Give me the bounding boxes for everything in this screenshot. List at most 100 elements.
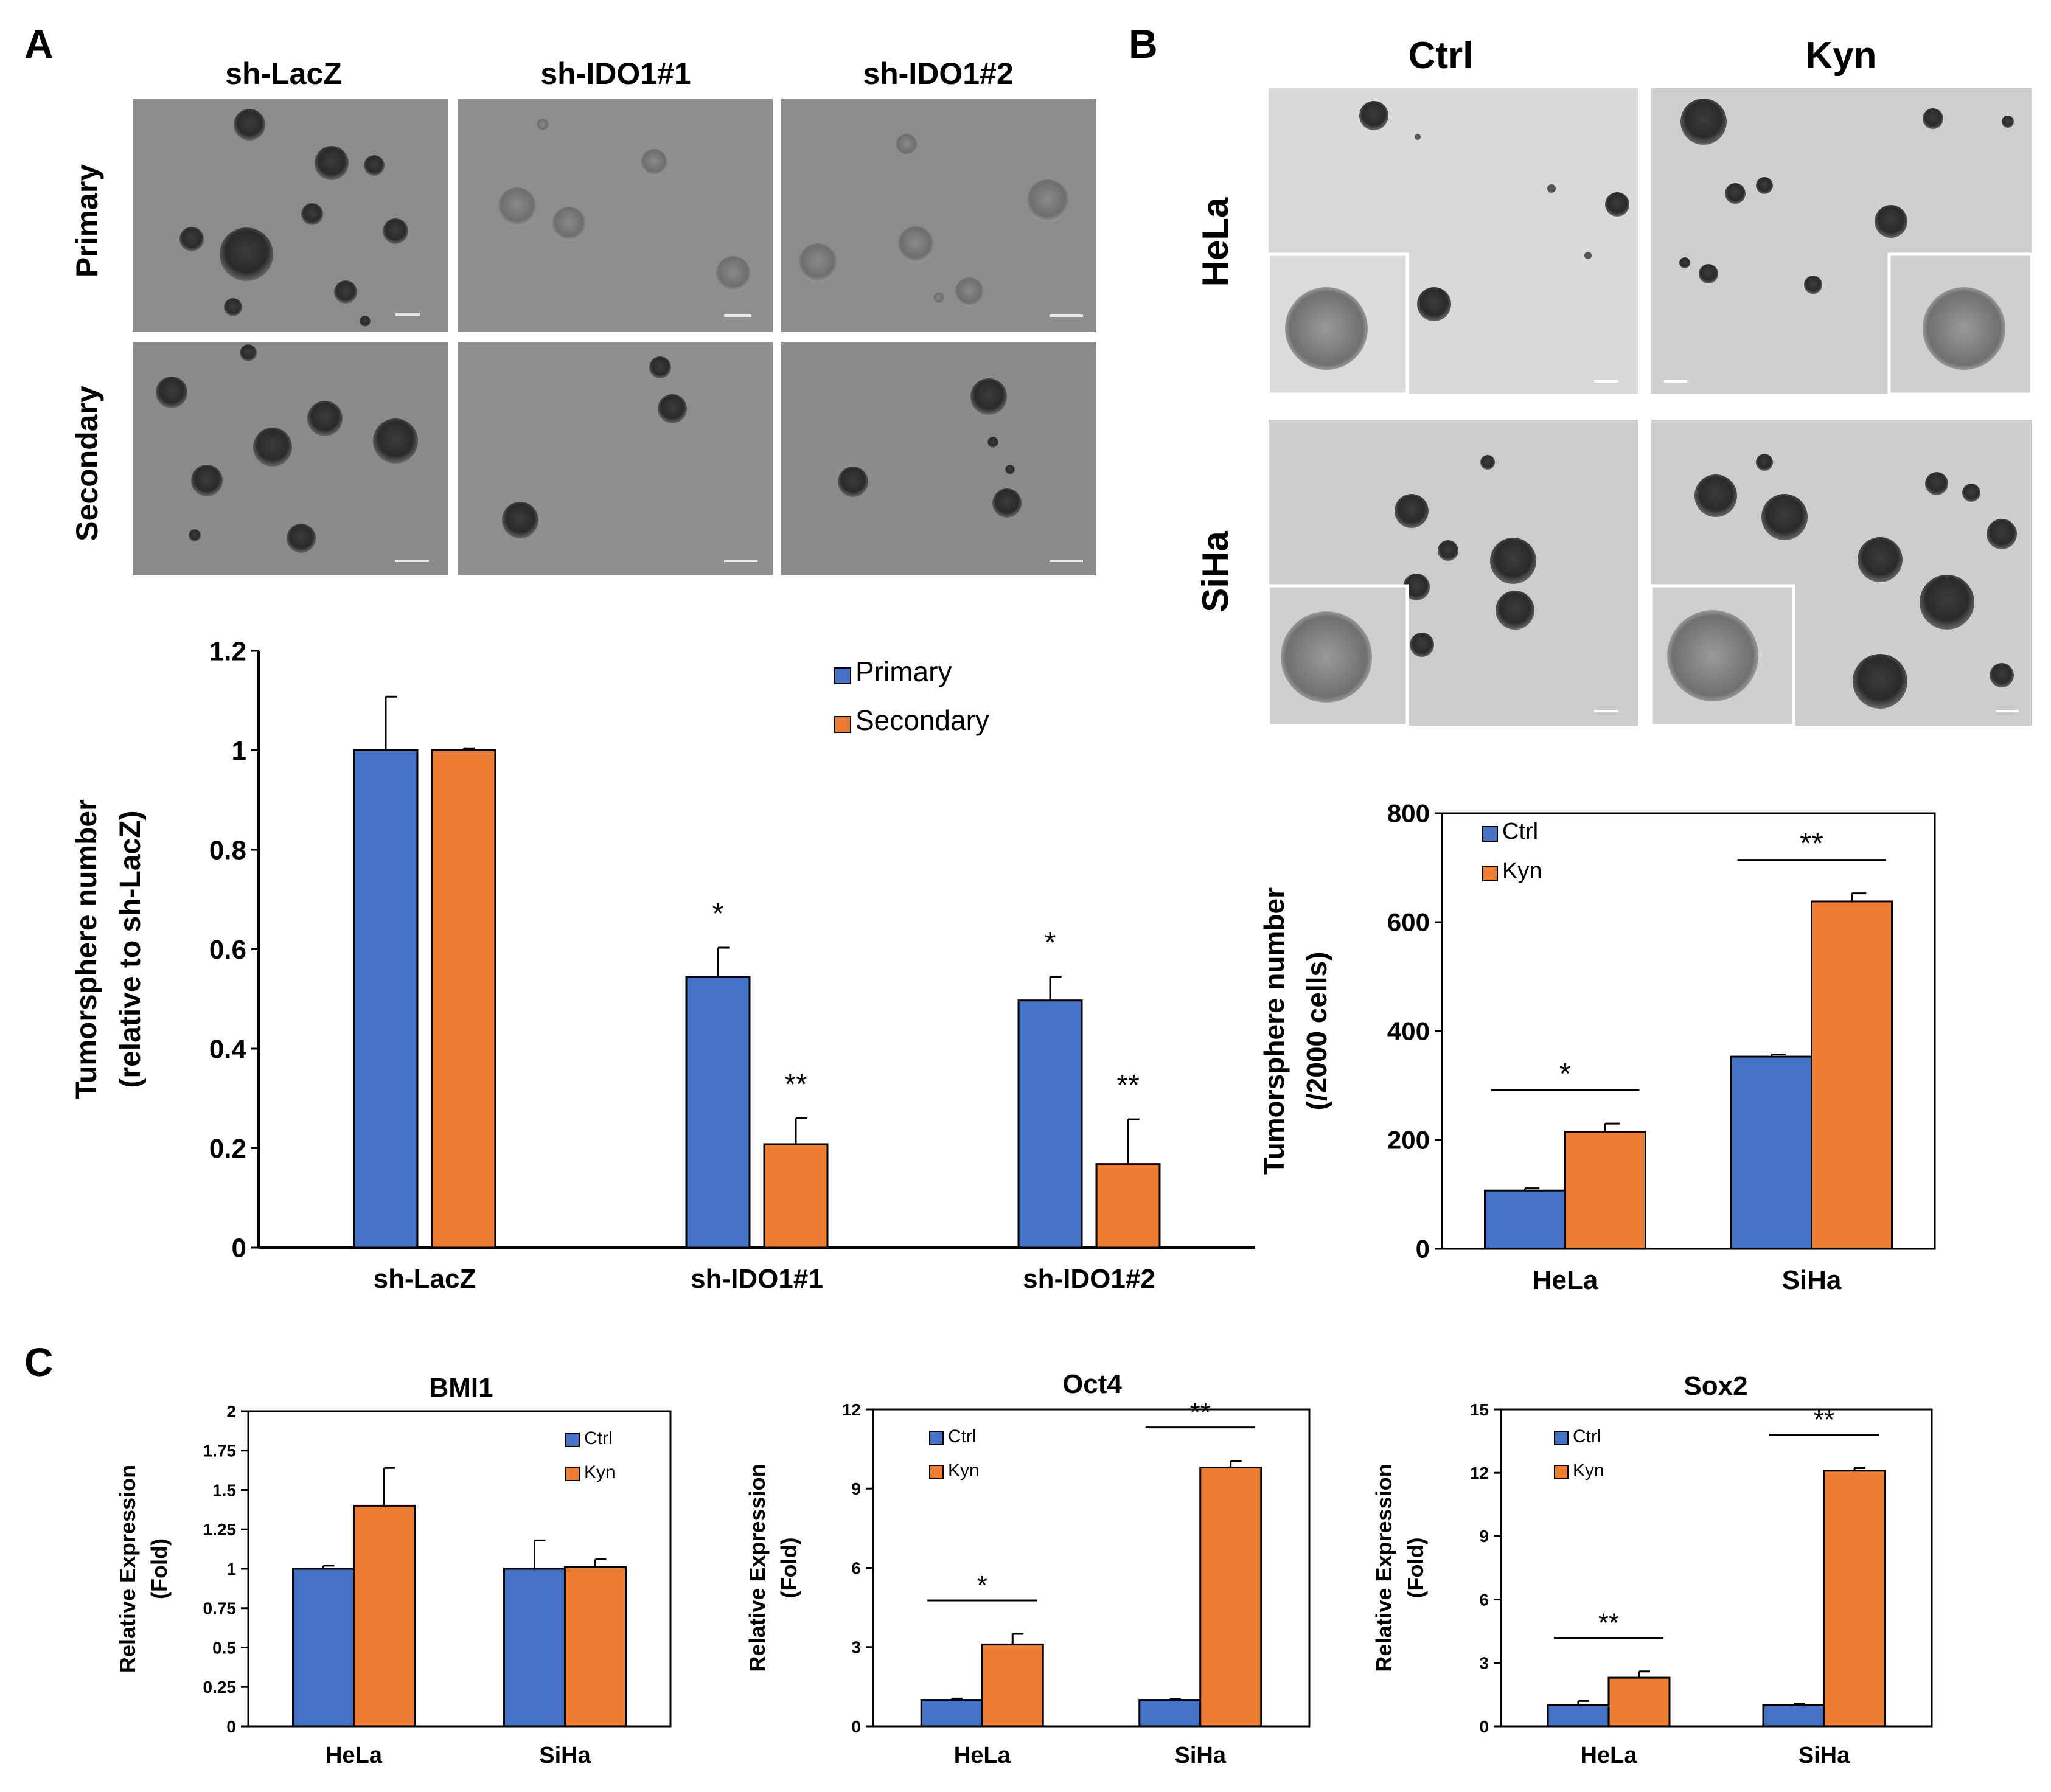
- legend-swatch-ctrl: [565, 1433, 580, 1447]
- legend-swatch-primary: [834, 667, 851, 684]
- bar-ctrl-hela: [1547, 1704, 1610, 1728]
- oct4-expression-chart: Oct4 0 3 6 9 12 Relative Expression (Fold) HeLa *…: [745, 1369, 1311, 1768]
- y-axis-label: Relative Expression: [745, 1464, 770, 1672]
- bar-ctrl-hela: [1484, 1189, 1566, 1250]
- panel-a-column-sh-lacz: sh-LacZ: [225, 57, 342, 91]
- legend-label-secondary: Secondary: [855, 704, 989, 736]
- y-tick-label: 1.75: [203, 1442, 237, 1460]
- y-tick-label: 0: [1416, 1235, 1430, 1263]
- legend-label-ctrl: Ctrl: [584, 1428, 613, 1448]
- x-category-label: sh-LacZ: [374, 1264, 476, 1294]
- bar-kyn-siha: [1811, 900, 1893, 1250]
- x-category-label: SiHa: [539, 1743, 591, 1768]
- panel-a-row-primary: Primary: [70, 164, 104, 277]
- bar-kyn-hela: [353, 1504, 416, 1728]
- y-tick-label: 3: [851, 1638, 861, 1657]
- x-category-label: SiHa: [1175, 1743, 1227, 1768]
- y-tick-label: 1: [232, 736, 246, 766]
- y-axis-label: (Fold): [1403, 1538, 1428, 1599]
- significance-marker: **: [1116, 1069, 1139, 1102]
- micrograph-primary-sh-ido1-1: [458, 99, 773, 332]
- bmi1-expression-chart: BMI1 0 0.25 0.5 0.75 1 1.25 1.5 1.75 2 Relative Ex…: [115, 1373, 672, 1768]
- x-category-label: HeLa: [1533, 1265, 1598, 1295]
- micrograph-primary-sh-ido1-2: [781, 99, 1096, 332]
- y-axis-label: Tumorsphere number: [71, 799, 103, 1099]
- bar-secondary-sh-ido1-1: [763, 1143, 829, 1249]
- bar-kyn-hela: [1607, 1676, 1671, 1728]
- y-tick-label: 0.4: [209, 1034, 247, 1064]
- micrograph-siha-ctrl: [1267, 420, 1638, 728]
- legend-label-kyn: Kyn: [948, 1460, 980, 1481]
- bar-ctrl-siha: [1138, 1699, 1202, 1728]
- panel-b-row-hela: HeLa: [1195, 197, 1236, 287]
- bar-ctrl-hela: [920, 1699, 983, 1728]
- significance-marker: **: [1814, 1405, 1834, 1435]
- legend-swatch-kyn: [565, 1467, 580, 1481]
- significance-marker: *: [1559, 1057, 1571, 1091]
- panel-a-column-sh-ido1-1: sh-IDO1#1: [540, 57, 691, 91]
- tumorsphere-chart-panel-a: 0 0.2 0.4 0.6 0.8 1 1.2 Tumorsphere number (rela…: [71, 636, 1255, 1294]
- significance-marker: *: [1045, 926, 1056, 959]
- legend-label-ctrl: Ctrl: [948, 1426, 977, 1446]
- y-tick-label: 200: [1387, 1126, 1430, 1155]
- bar-ctrl-hela: [292, 1568, 355, 1728]
- bar-primary-sh-ido1-2: [1017, 999, 1083, 1249]
- legend-swatch-kyn: [1482, 866, 1498, 881]
- x-category-label: HeLa: [1581, 1743, 1638, 1768]
- bar-ctrl-siha: [503, 1568, 566, 1728]
- micrograph-siha-kyn: [1649, 420, 2032, 728]
- y-tick-label: 0: [1479, 1717, 1489, 1736]
- bar-kyn-siha: [564, 1566, 627, 1728]
- y-tick-label: 0.8: [209, 835, 246, 865]
- legend-swatch-kyn: [929, 1465, 944, 1479]
- micrograph-primary-sh-lacz: [133, 99, 448, 332]
- y-tick-label: 9: [851, 1479, 861, 1498]
- bar-primary-sh-ido1-1: [685, 975, 751, 1249]
- y-tick-label: 1.5: [212, 1481, 236, 1499]
- significance-marker: *: [977, 1571, 987, 1600]
- y-tick-label: 400: [1387, 1017, 1430, 1046]
- y-axis-label: Relative Expression: [1371, 1464, 1396, 1672]
- legend-label-kyn: Kyn: [584, 1462, 616, 1482]
- legend-swatch-secondary: [834, 716, 851, 733]
- chart-title: Sox2: [1684, 1371, 1747, 1401]
- panel-label-b: B: [1129, 21, 1158, 66]
- y-tick-label: 9: [1479, 1527, 1489, 1546]
- y-axis-label: (Fold): [147, 1538, 172, 1599]
- y-axis-label: (/2000 cells): [1301, 952, 1332, 1111]
- panel-b-column-kyn: Kyn: [1805, 35, 1876, 77]
- y-tick-label: 1: [226, 1560, 236, 1578]
- y-tick-label: 0: [851, 1717, 861, 1736]
- significance-marker: **: [1598, 1608, 1619, 1638]
- bar-kyn-hela: [981, 1643, 1044, 1728]
- chart-title: BMI1: [429, 1373, 493, 1403]
- legend-label-ctrl: Ctrl: [1502, 819, 1538, 844]
- y-tick-label: 6: [1479, 1590, 1489, 1609]
- plot-area-frame: [1500, 1408, 1933, 1728]
- y-tick-label: 0.6: [209, 935, 246, 965]
- bar-secondary-sh-lacz: [431, 749, 496, 1249]
- legend-label-primary: Primary: [855, 656, 952, 687]
- bar-kyn-siha: [1199, 1467, 1262, 1728]
- bar-kyn-hela: [1564, 1131, 1646, 1250]
- legend-label-ctrl: Ctrl: [1573, 1426, 1601, 1446]
- panel-label-c: C: [24, 1339, 54, 1384]
- y-tick-label: 0.75: [203, 1599, 237, 1618]
- x-category-label: SiHa: [1799, 1743, 1850, 1768]
- bar-ctrl-siha: [1762, 1704, 1825, 1728]
- y-axis-label: Relative Expression: [115, 1465, 140, 1673]
- panel-a-row-secondary: Secondary: [70, 386, 104, 541]
- y-tick-label: 3: [1479, 1654, 1489, 1673]
- y-tick-label: 12: [842, 1400, 861, 1419]
- y-tick-label: 1.25: [203, 1520, 237, 1539]
- bar-secondary-sh-ido1-2: [1095, 1163, 1161, 1249]
- panel-b-column-ctrl: Ctrl: [1409, 35, 1474, 77]
- significance-marker: *: [712, 898, 724, 930]
- y-tick-label: 0.25: [203, 1678, 237, 1696]
- y-axis-label: (Fold): [776, 1538, 801, 1599]
- x-category-label: HeLa: [954, 1743, 1011, 1768]
- y-tick-label: 2: [226, 1402, 236, 1421]
- panel-b-row-siha: SiHa: [1195, 531, 1236, 613]
- y-tick-label: 0.2: [209, 1134, 246, 1164]
